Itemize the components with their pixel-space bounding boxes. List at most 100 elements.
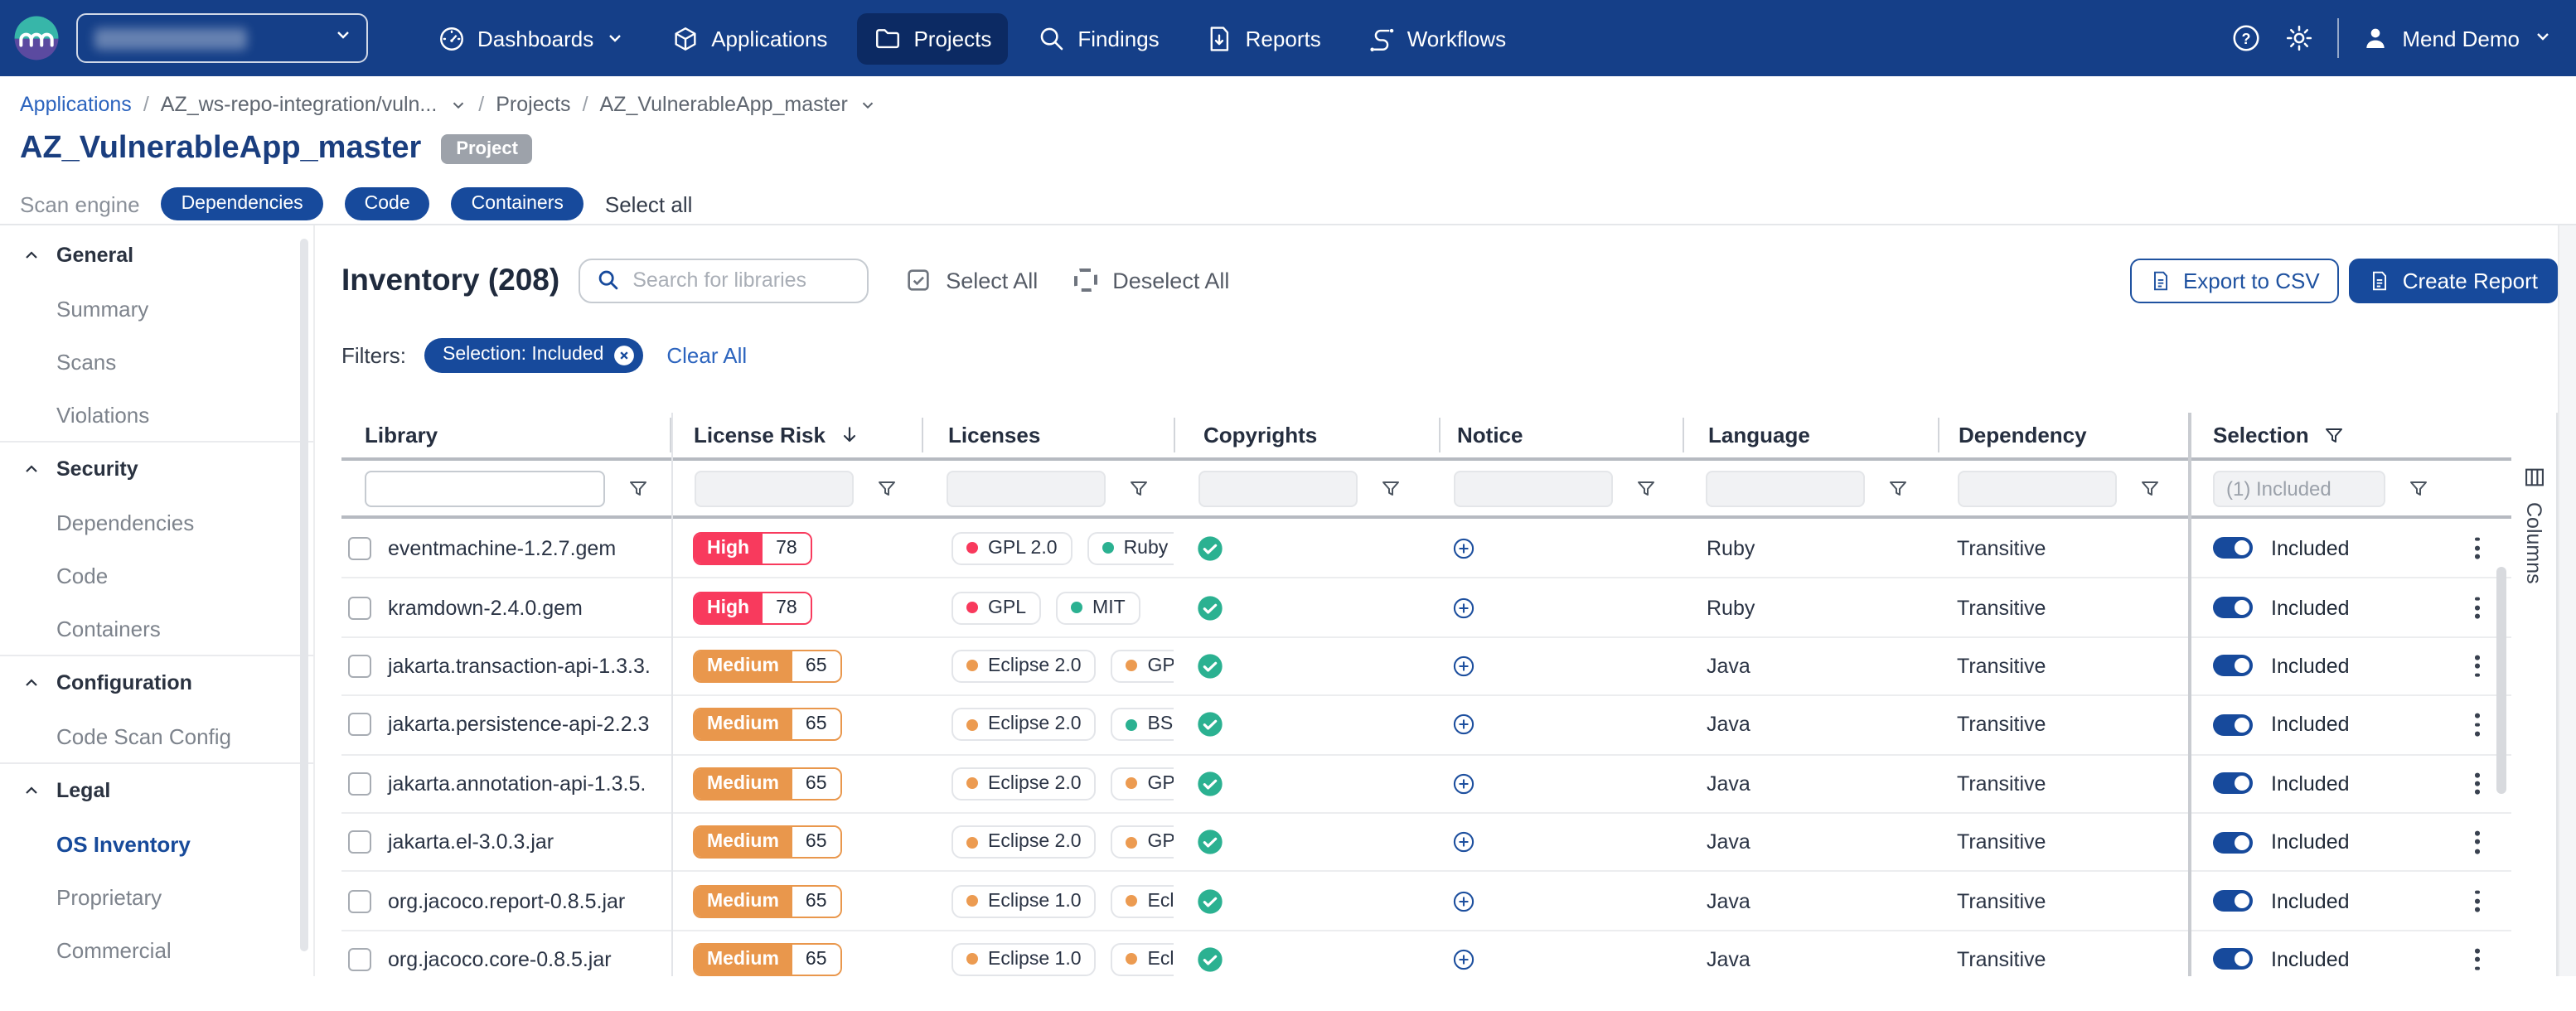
col-header-language[interactable]: Language	[1682, 413, 1937, 457]
included-toggle[interactable]	[2213, 831, 2253, 853]
filter-funnel-icon[interactable]	[1381, 478, 1401, 498]
filter-funnel-icon[interactable]	[1636, 478, 1656, 498]
license-chip[interactable]: GPL	[951, 591, 1041, 624]
col-header-selection[interactable]: Selection	[2188, 413, 2511, 457]
row-checkbox[interactable]	[348, 830, 371, 854]
library-name[interactable]: org.jacoco.report-0.8.5.jar	[388, 889, 625, 912]
row-checkbox[interactable]	[348, 948, 371, 971]
dependency-filter-input[interactable]	[1957, 470, 2116, 506]
sidebar-item[interactable]: General	[0, 229, 313, 282]
licenses-filter-input[interactable]	[947, 470, 1106, 506]
filter-funnel-icon[interactable]	[628, 478, 648, 498]
library-name[interactable]: jakarta.persistence-api-2.2.3	[388, 714, 649, 737]
breadcrumb-project-name[interactable]: AZ_VulnerableApp_master	[600, 93, 848, 116]
clear-all-filters[interactable]: Clear All	[666, 342, 747, 367]
org-selector-dropdown[interactable]	[76, 13, 368, 63]
add-notice-icon[interactable]	[1452, 772, 1475, 796]
sidebar-item[interactable]: Violations	[0, 388, 313, 441]
license-chip[interactable]: Ruby	[1087, 531, 1174, 564]
included-toggle[interactable]	[2213, 949, 2253, 970]
library-name[interactable]: jakarta.transaction-api-1.3.3.	[388, 655, 651, 678]
col-header-dependency[interactable]: Dependency	[1937, 413, 2188, 457]
selection-filter-input[interactable]	[2213, 470, 2385, 506]
row-checkbox[interactable]	[348, 772, 371, 796]
library-name[interactable]: jakarta.annotation-api-1.3.5.	[388, 772, 646, 796]
library-name[interactable]: eventmachine-1.2.7.gem	[388, 536, 616, 559]
add-notice-icon[interactable]	[1452, 536, 1475, 559]
filter-funnel-icon[interactable]	[876, 478, 896, 498]
export-csv-button[interactable]: Export to CSV	[2130, 258, 2340, 302]
nav-dashboards[interactable]: Dashboards	[421, 12, 642, 64]
row-menu-kebab-icon[interactable]	[2470, 885, 2485, 917]
sidebar-scrollbar[interactable]	[300, 239, 308, 951]
sidebar-item[interactable]: Summary	[0, 282, 313, 335]
col-header-library[interactable]: Library	[341, 413, 669, 457]
included-toggle[interactable]	[2213, 714, 2253, 736]
sidebar-item[interactable]: OS Inventory	[0, 817, 313, 870]
row-checkbox[interactable]	[348, 889, 371, 912]
nav-workflows[interactable]: Workflows	[1351, 12, 1523, 64]
license-chip[interactable]: Eclipse 2.0	[951, 767, 1097, 801]
scan-engine-chip[interactable]: Code	[345, 187, 430, 220]
sidebar-item[interactable]: Configuration	[0, 656, 313, 709]
license-chip[interactable]: Eclipse 1.0	[951, 884, 1097, 917]
scan-engine-chip[interactable]: Dependencies	[162, 187, 323, 220]
included-toggle[interactable]	[2213, 890, 2253, 912]
sidebar-item[interactable]: Scans	[0, 335, 313, 388]
library-filter-input[interactable]	[365, 470, 605, 506]
row-menu-kebab-icon[interactable]	[2470, 532, 2485, 564]
row-checkbox[interactable]	[348, 714, 371, 737]
sidebar-item[interactable]: Containers	[0, 602, 313, 655]
breadcrumb-projects[interactable]: Projects	[496, 93, 570, 116]
included-toggle[interactable]	[2213, 655, 2253, 677]
copyrights-filter-input[interactable]	[1198, 470, 1358, 506]
included-toggle[interactable]	[2213, 773, 2253, 795]
row-menu-kebab-icon[interactable]	[2470, 651, 2485, 683]
add-notice-icon[interactable]	[1452, 889, 1475, 912]
license-chip[interactable]: Eclipse 2.0	[1111, 884, 1174, 917]
deselect-all-button[interactable]: Deselect All	[1074, 268, 1229, 293]
library-search[interactable]	[578, 258, 868, 302]
filter-funnel-icon[interactable]	[1129, 478, 1149, 498]
license-chip[interactable]: Eclipse 2.0	[951, 650, 1097, 683]
filter-funnel-icon[interactable]	[2324, 425, 2344, 445]
col-header-license-risk[interactable]: License Risk	[669, 413, 922, 457]
language-filter-input[interactable]	[1705, 470, 1864, 506]
row-menu-kebab-icon[interactable]	[2470, 767, 2485, 800]
row-menu-kebab-icon[interactable]	[2470, 826, 2485, 859]
nav-applications[interactable]: Applications	[655, 12, 844, 64]
row-menu-kebab-icon[interactable]	[2470, 943, 2485, 975]
add-notice-icon[interactable]	[1452, 596, 1475, 619]
sidebar-item[interactable]: Proprietary	[0, 870, 313, 923]
add-notice-icon[interactable]	[1452, 948, 1475, 971]
sidebar-item[interactable]: Legal	[0, 764, 313, 817]
select-all-engines[interactable]: Select all	[605, 191, 693, 216]
license-chip[interactable]: BSD 3	[1111, 709, 1174, 742]
gear-icon[interactable]	[2284, 23, 2314, 53]
col-header-notice[interactable]: Notice	[1439, 413, 1682, 457]
license-chip[interactable]: Eclipse 2.0	[951, 709, 1097, 742]
sidebar-item[interactable]: Code Scan Config	[0, 709, 313, 762]
row-menu-kebab-icon[interactable]	[2470, 709, 2485, 741]
table-scrollbar[interactable]	[2496, 567, 2506, 794]
sidebar-item[interactable]: Dependencies	[0, 496, 313, 549]
filter-funnel-icon[interactable]	[2409, 478, 2428, 498]
filter-funnel-icon[interactable]	[1887, 478, 1907, 498]
license-chip[interactable]: Eclipse 1.0	[951, 943, 1097, 976]
included-toggle[interactable]	[2213, 597, 2253, 618]
breadcrumb-application-name[interactable]: AZ_ws-repo-integration/vuln...	[161, 93, 438, 116]
license-chip[interactable]: GPL 2.0	[1111, 767, 1174, 801]
search-input[interactable]	[632, 268, 853, 292]
create-report-button[interactable]: Create Report	[2350, 258, 2558, 302]
chevron-down-icon[interactable]	[448, 95, 467, 114]
sidebar-item[interactable]: Code	[0, 549, 313, 602]
add-notice-icon[interactable]	[1452, 830, 1475, 854]
nav-reports[interactable]: Reports	[1189, 12, 1338, 64]
library-name[interactable]: jakarta.el-3.0.3.jar	[388, 830, 554, 854]
license-chip[interactable]: GPL 2.0	[1111, 825, 1174, 859]
library-name[interactable]: org.jacoco.core-0.8.5.jar	[388, 948, 612, 971]
license-chip[interactable]: MIT	[1056, 591, 1140, 624]
notice-filter-input[interactable]	[1454, 470, 1613, 506]
license-chip[interactable]: Eclipse 2.0	[951, 825, 1097, 859]
nav-projects[interactable]: Projects	[857, 12, 1008, 64]
